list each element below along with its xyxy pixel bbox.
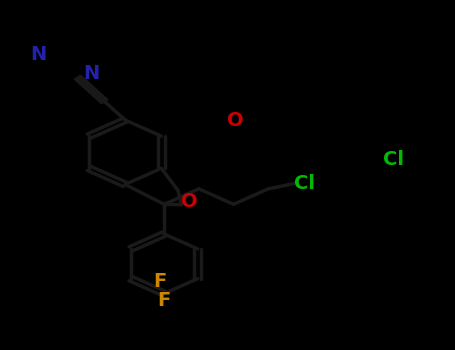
Text: O: O bbox=[181, 192, 198, 211]
Text: Cl: Cl bbox=[383, 150, 404, 169]
Text: Cl: Cl bbox=[294, 174, 315, 193]
Text: F: F bbox=[153, 272, 167, 291]
Text: N: N bbox=[83, 64, 100, 84]
Text: N: N bbox=[30, 45, 47, 64]
Text: O: O bbox=[228, 111, 244, 130]
Text: F: F bbox=[157, 291, 171, 310]
